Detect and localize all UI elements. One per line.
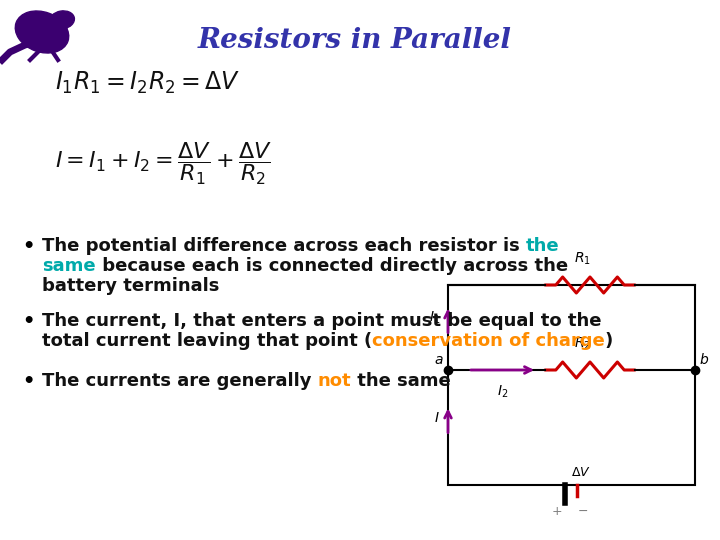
Text: •: • (22, 312, 35, 331)
Ellipse shape (15, 11, 68, 53)
Text: $\Delta V$: $\Delta V$ (571, 466, 591, 479)
Text: Resistors in Parallel: Resistors in Parallel (198, 27, 512, 54)
Text: −: − (577, 505, 588, 518)
Text: $R_1$: $R_1$ (574, 251, 590, 267)
Bar (448, 285, 695, 485)
Text: $I_2$: $I_2$ (497, 384, 508, 400)
Text: $I = I_1 + I_2 = \dfrac{\Delta V}{R_1} + \dfrac{\Delta V}{R_2}$: $I = I_1 + I_2 = \dfrac{\Delta V}{R_1} +… (55, 140, 272, 186)
Text: $I_1$: $I_1$ (428, 309, 440, 326)
Text: •: • (22, 237, 35, 256)
Text: battery terminals: battery terminals (42, 277, 220, 295)
Text: conservation of charge: conservation of charge (372, 332, 605, 350)
Text: ): ) (605, 332, 613, 350)
Ellipse shape (50, 11, 74, 29)
Text: The currents are generally: The currents are generally (42, 372, 318, 390)
Text: the same: the same (351, 372, 451, 390)
Text: total current leaving that point (: total current leaving that point ( (42, 332, 372, 350)
Text: The current, I, that enters a point must be equal to the: The current, I, that enters a point must… (42, 312, 601, 330)
Text: +: + (552, 505, 562, 518)
Text: not: not (318, 372, 351, 390)
Text: because each is connected directly across the: because each is connected directly acros… (96, 257, 568, 275)
Text: $R_2$: $R_2$ (574, 335, 590, 352)
Text: same: same (42, 257, 96, 275)
Text: $I_1R_1 = I_2R_2 = \Delta V$: $I_1R_1 = I_2R_2 = \Delta V$ (55, 70, 240, 96)
Text: The potential difference across each resistor is: The potential difference across each res… (42, 237, 526, 255)
Text: •: • (22, 372, 35, 391)
Text: the: the (526, 237, 559, 255)
Text: b: b (700, 353, 708, 367)
Text: a: a (434, 353, 443, 367)
Text: $I$: $I$ (434, 410, 440, 424)
